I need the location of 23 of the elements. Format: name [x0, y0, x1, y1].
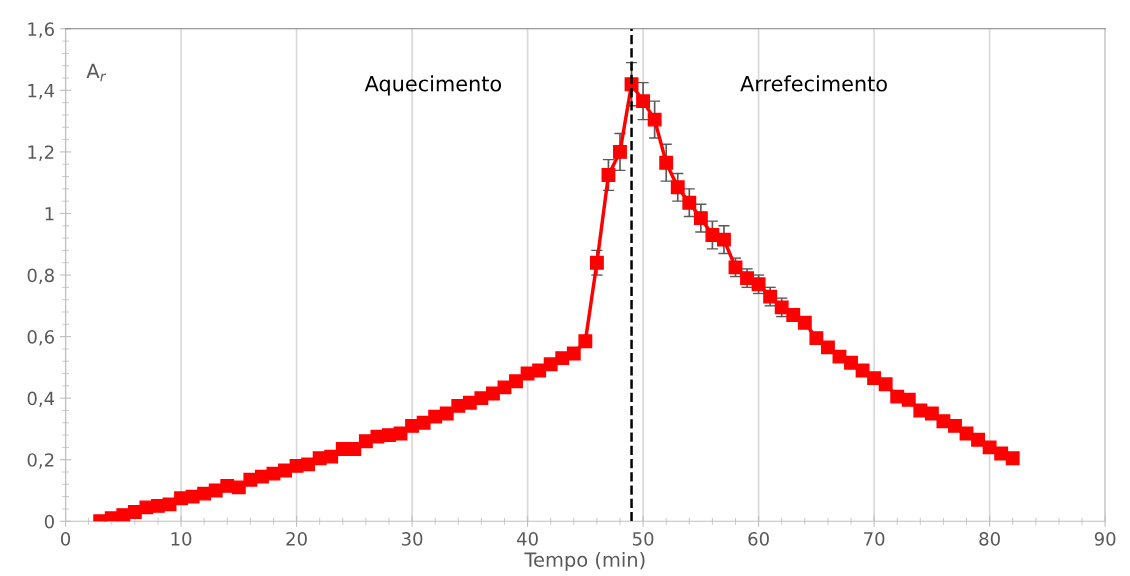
- x-tick-label: 60: [748, 532, 769, 546]
- y-tick-label: 0,2: [27, 453, 54, 469]
- x-tick-label: 70: [864, 532, 885, 546]
- y-tick-label: 1,4: [28, 84, 55, 100]
- x-tick-label: 80: [979, 532, 1000, 546]
- x-axis-title: Tempo (min): [524, 551, 645, 571]
- x-tick-label: 30: [401, 532, 423, 546]
- x-tick-label: 20: [286, 532, 307, 546]
- y-tick-label: 0,8: [27, 268, 54, 284]
- x-tick-label: 0: [60, 532, 71, 546]
- y-tick-label: 0,4: [27, 391, 55, 408]
- x-tick-label: 40: [516, 532, 538, 546]
- y-tick-label: 1,2: [28, 145, 54, 161]
- y-tick-label: 1: [45, 207, 54, 221]
- x-tick-label: 50: [633, 532, 654, 546]
- y-axis-title: A$_{r}$: [86, 63, 107, 82]
- y-tick-label: 1,6: [28, 22, 54, 38]
- x-tick-label: 90: [1094, 532, 1116, 546]
- y-tick-label: 0: [44, 514, 54, 529]
- annotation: Arrefecimento: [740, 75, 887, 92]
- annotation: Aquecimento: [364, 75, 502, 96]
- y-tick-label: 0,6: [27, 330, 54, 346]
- x-tick-label: 10: [171, 532, 192, 546]
